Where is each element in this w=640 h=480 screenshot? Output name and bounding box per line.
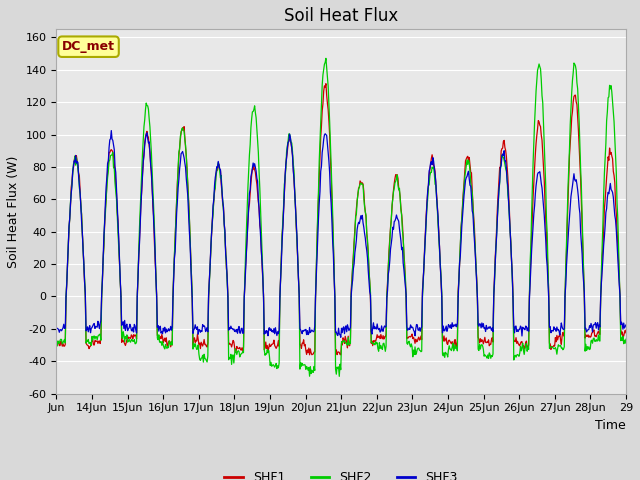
SHF3 xyxy=(275,331,282,336)
Title: Soil Heat Flux: Soil Heat Flux xyxy=(284,7,398,25)
SHF1 xyxy=(433,202,441,208)
SHF3 xyxy=(433,204,441,209)
SHF3 xyxy=(401,284,409,289)
SHF3 xyxy=(52,325,60,331)
SHF2 xyxy=(119,329,127,335)
Line: SHF3: SHF3 xyxy=(56,131,626,337)
SHF2 xyxy=(401,274,409,280)
SHF3 xyxy=(225,327,232,333)
SHF2 xyxy=(274,363,282,369)
SHF2 xyxy=(224,295,232,300)
SHF2 xyxy=(335,373,343,379)
SHF1 xyxy=(322,81,330,86)
SHF3 xyxy=(622,322,630,328)
SHF1 xyxy=(52,341,60,347)
SHF3 xyxy=(108,128,115,133)
SHF1 xyxy=(306,352,314,358)
X-axis label: Time: Time xyxy=(595,419,626,432)
Line: SHF2: SHF2 xyxy=(56,59,626,376)
SHF1 xyxy=(224,293,232,299)
SHF2 xyxy=(322,56,330,61)
SHF1 xyxy=(401,278,409,284)
SHF2 xyxy=(52,338,60,344)
SHF2 xyxy=(622,336,630,342)
SHF3 xyxy=(120,326,128,332)
Y-axis label: Soil Heat Flux (W): Soil Heat Flux (W) xyxy=(7,155,20,268)
SHF1 xyxy=(119,338,127,344)
SHF3 xyxy=(337,335,344,340)
SHF1 xyxy=(252,176,260,181)
SHF2 xyxy=(433,206,441,212)
SHF2 xyxy=(252,115,260,120)
Line: SHF1: SHF1 xyxy=(56,84,626,355)
SHF1 xyxy=(622,330,630,336)
SHF3 xyxy=(253,175,260,181)
SHF1 xyxy=(274,342,282,348)
Text: DC_met: DC_met xyxy=(62,40,115,53)
Legend: SHF1, SHF2, SHF3: SHF1, SHF2, SHF3 xyxy=(220,467,463,480)
